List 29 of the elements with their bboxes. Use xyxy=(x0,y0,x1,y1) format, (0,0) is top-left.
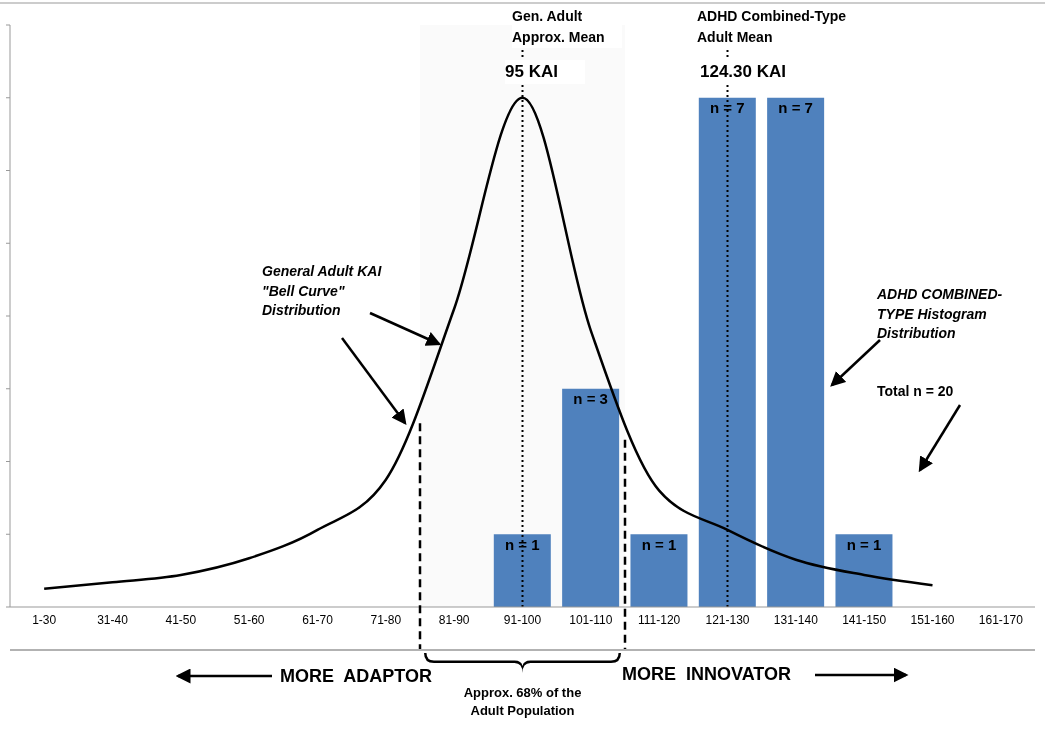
data-label: n = 7 xyxy=(778,99,813,117)
text: MORE ADAPTOR xyxy=(280,665,433,688)
text: MORE INNOVATOR xyxy=(622,663,792,686)
x-tick-label: 121-130 xyxy=(705,612,750,627)
x-tick-label: 1-30 xyxy=(32,612,57,627)
x-tick-label: 161-170 xyxy=(978,612,1024,627)
x-tick-label: 81-90 xyxy=(438,612,470,627)
x-tick-label: 31-40 xyxy=(97,612,129,627)
x-tick-label: 151-160 xyxy=(910,612,955,627)
text: Approx. 68% of the Adult Population xyxy=(462,684,583,721)
annotation: ADHD COMBINED-TYPE Histogram Distribution xyxy=(877,285,1004,344)
data-label: n = 3 xyxy=(573,390,608,408)
x-tick-label: 61-70 xyxy=(302,612,334,627)
x-tick-label: 101-110 xyxy=(569,612,613,627)
data-label: n = 1 xyxy=(846,535,882,553)
x-tick-label: 141-150 xyxy=(842,612,887,627)
x-tick-label: 91-100 xyxy=(503,612,542,627)
x-tick-label: 111-120 xyxy=(638,612,681,627)
annotation: 95 KAI xyxy=(505,60,585,84)
ref-line-label: ADHD Combined-Type Adult Mean xyxy=(697,6,867,48)
ref-line-label: Gen. Adult Approx. Mean xyxy=(512,6,622,48)
annotation: Total n = 20 xyxy=(877,382,955,401)
annotation: 124.30 KAI xyxy=(700,60,820,84)
annotation: General Adult KAI "Bell Curve" Distribution xyxy=(262,262,383,321)
x-tick-label: 131-140 xyxy=(773,612,819,627)
x-tick-label: 51-60 xyxy=(233,612,265,627)
data-label: n = 1 xyxy=(641,535,677,553)
x-tick-label: 41-50 xyxy=(165,612,197,627)
x-tick-label: 71-80 xyxy=(370,612,402,627)
